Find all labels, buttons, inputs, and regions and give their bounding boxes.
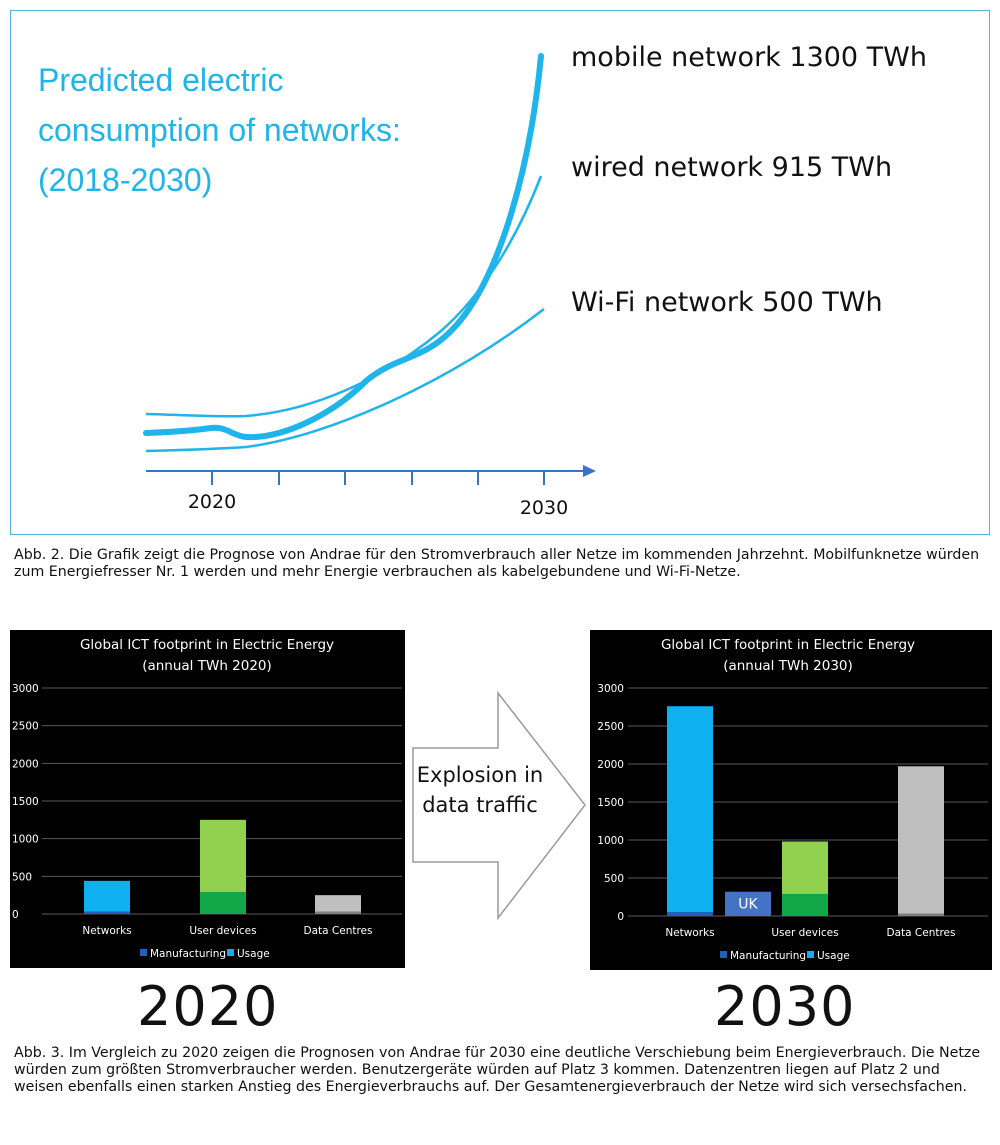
big-year-2020: 2020 <box>137 975 279 1038</box>
fig1-title-line-2: consumption of networks: <box>38 112 401 148</box>
bar-segment <box>84 880 130 912</box>
x-category-label: Data Centres <box>304 925 373 937</box>
figure-caption-abb-3: Abb. 3. Im Vergleich zu 2020 zeigen die … <box>14 1045 981 1095</box>
series-label-wired: wired network 915 TWh <box>571 152 892 183</box>
fig1-x-ticks <box>211 471 545 485</box>
y-tick-label: 3000 <box>12 683 39 695</box>
bar-segment <box>84 911 130 914</box>
legend-swatch-usage <box>227 949 234 956</box>
ict-footprint-2030-chart: Global ICT footprint in Electric Energy (… <box>597 637 988 962</box>
fig1-title-line-1: Predicted electric <box>38 62 283 98</box>
fig1-title-line-3: (2018-2030) <box>38 162 212 198</box>
legend-label-usage: Usage <box>237 948 270 960</box>
fig1-tick-label-2020: 2020 <box>188 491 236 513</box>
y-tick-label: 1000 <box>597 835 624 847</box>
arrow-text-line-1: Explosion in <box>417 763 543 787</box>
legend-swatch-usage <box>807 951 814 958</box>
legend-swatch-manufacturing <box>720 951 727 958</box>
series-label-mobile: mobile network 1300 TWh <box>571 42 927 73</box>
y-tick-label: 500 <box>604 873 624 885</box>
legend-label-manufacturing: Manufacturing <box>150 948 226 960</box>
y-tick-label: 0 <box>617 911 624 923</box>
x-category-label: Data Centres <box>887 927 956 939</box>
bar-segment <box>898 913 944 916</box>
y-tick-label: 0 <box>12 909 19 921</box>
legend-swatch-manufacturing <box>140 949 147 956</box>
arrow-shape <box>412 690 586 921</box>
chart-title-line: (annual TWh 2020) <box>142 658 272 674</box>
legend-label-usage: Usage <box>817 950 850 962</box>
figure-caption-abb-2: Abb. 2. Die Grafik zeigt die Prognose vo… <box>14 547 980 580</box>
x-category-label: Networks <box>82 925 131 937</box>
y-tick-label: 2500 <box>597 721 624 733</box>
wired-network-curve <box>145 175 543 418</box>
big-year-2030: 2030 <box>714 975 856 1038</box>
bar-segment <box>782 841 828 894</box>
chart-title-line: Global ICT footprint in Electric Energy <box>80 637 334 653</box>
annotation-bar <box>725 891 771 916</box>
bar-segment <box>898 766 944 914</box>
bar-segment <box>782 893 828 916</box>
bar-segment <box>667 912 713 916</box>
chart-title-line: Global ICT footprint in Electric Energy <box>661 637 915 653</box>
x-category-label: Networks <box>665 927 714 939</box>
network-consumption-figure: Predicted electric consumption of networ… <box>10 10 990 535</box>
y-tick-label: 2000 <box>12 758 39 770</box>
legend-label-manufacturing: Manufacturing <box>730 950 806 962</box>
chart-title-line: (annual TWh 2030) <box>723 658 853 674</box>
series-label-wifi: Wi-Fi network 500 TWh <box>571 287 883 318</box>
arrow-text-line-2: data traffic <box>422 793 538 817</box>
y-tick-label: 1000 <box>12 834 39 846</box>
ict-footprint-2030-panel: Global ICT footprint in Electric Energy (… <box>590 630 992 970</box>
bar-segment <box>315 911 361 914</box>
y-tick-label: 500 <box>12 871 32 883</box>
fig1-axis-arrowhead <box>583 465 596 477</box>
network-consumption-chart: Predicted electric consumption of networ… <box>38 42 927 519</box>
x-category-label: User devices <box>771 927 838 939</box>
y-tick-label: 1500 <box>597 797 624 809</box>
fig1-tick-label-2030: 2030 <box>520 497 568 519</box>
y-tick-label: 3000 <box>597 683 624 695</box>
wifi-network-curve <box>145 308 545 453</box>
ict-footprint-2020-chart: Global ICT footprint in Electric Energy (… <box>12 637 402 960</box>
ict-footprint-2020-panel: Global ICT footprint in Electric Energy (… <box>10 630 405 968</box>
bar-segment <box>315 895 361 912</box>
y-tick-label: 2000 <box>597 759 624 771</box>
bar-segment <box>200 819 246 893</box>
annotation-label: UK <box>738 897 758 913</box>
bar-segment <box>667 706 713 913</box>
mobile-network-curve <box>143 53 544 441</box>
y-tick-label: 1500 <box>12 796 39 808</box>
x-category-label: User devices <box>189 925 256 937</box>
y-tick-label: 2500 <box>12 721 39 733</box>
bar-segment <box>200 892 246 914</box>
explosion-arrow: Explosion in data traffic <box>412 690 586 921</box>
